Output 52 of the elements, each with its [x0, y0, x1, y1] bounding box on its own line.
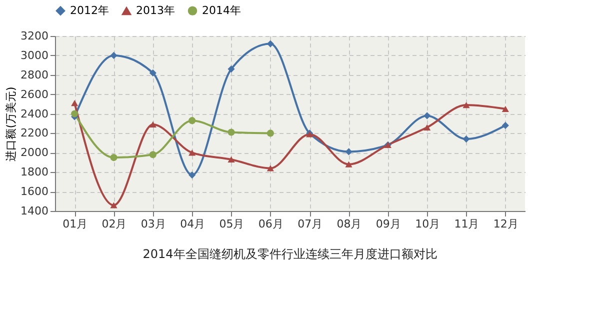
- y-tick-label: 3200: [20, 30, 48, 42]
- y-tick-label: 2200: [20, 126, 48, 140]
- y-tick-label: 2400: [20, 107, 48, 120]
- x-tick-label: 03月: [140, 218, 166, 230]
- point: [228, 156, 235, 163]
- legend-label: 2013年: [136, 4, 175, 18]
- point: [110, 52, 118, 59]
- point: [149, 151, 156, 158]
- point: [188, 171, 196, 179]
- point: [424, 124, 431, 130]
- x-tick-label: 06月: [258, 218, 284, 230]
- x-tick-label: 12月: [493, 218, 518, 230]
- x-tick-label: 04月: [180, 218, 206, 230]
- point: [149, 69, 156, 76]
- y-tick-label: 1400: [20, 204, 48, 218]
- y-tick-label: 3000: [20, 48, 48, 62]
- x-tick-label: 05月: [219, 218, 244, 230]
- x-tick-label: 07月: [298, 218, 323, 230]
- point: [502, 106, 509, 112]
- y-tick-label: 1600: [20, 185, 48, 198]
- y-axis-title: 进口额(万美元): [4, 86, 18, 162]
- point: [149, 121, 156, 128]
- point: [345, 148, 352, 156]
- x-tick-label: 09月: [376, 218, 401, 230]
- text: 2014年全国缝纫机及零件行业连续三年月度进口额对比: [142, 247, 438, 261]
- y-tick-label: 2000: [20, 146, 48, 160]
- point: [228, 128, 235, 136]
- point: [345, 161, 352, 168]
- x-tick-label: 10月: [415, 218, 440, 230]
- y-tick-label: 1800: [20, 166, 48, 179]
- point: [266, 165, 274, 172]
- point: [110, 202, 118, 208]
- point: [110, 154, 118, 162]
- point: [188, 117, 196, 124]
- point: [188, 150, 196, 156]
- legend-label: 2014年: [202, 4, 241, 17]
- y-tick-label: 2800: [20, 68, 48, 82]
- point: [462, 136, 470, 143]
- point: [266, 130, 274, 137]
- x-tick-label: 02月: [102, 218, 127, 230]
- point: [71, 110, 78, 118]
- x-tick-label: 11月: [454, 218, 480, 230]
- point: [424, 112, 431, 120]
- x-tick-label: 01月: [62, 218, 88, 230]
- point: [462, 102, 470, 108]
- x-tick-label: 08月: [336, 218, 362, 230]
- legend-label: 2012年: [70, 4, 109, 17]
- point: [228, 66, 235, 73]
- point: [71, 100, 78, 106]
- point: [266, 40, 274, 48]
- y-tick-label: 2600: [20, 88, 48, 101]
- point: [502, 122, 509, 129]
